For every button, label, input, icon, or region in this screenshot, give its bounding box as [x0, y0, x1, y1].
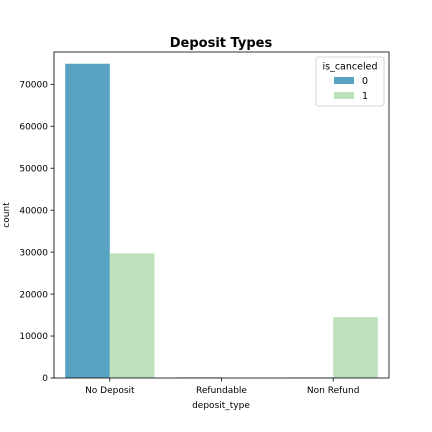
bar-non-refund-series-1	[333, 317, 378, 378]
y-tick-label: 0	[42, 374, 48, 384]
x-tick-label: Non Refund	[307, 386, 359, 396]
bar-no-deposit-series-1	[109, 253, 155, 378]
y-tick-label: 20000	[19, 290, 48, 300]
y-tick-label: 60000	[19, 122, 48, 132]
bars-group	[65, 63, 378, 379]
y-tick-label: 40000	[19, 206, 48, 216]
legend-label-series-1: 1	[362, 91, 368, 102]
legend-label-series-0: 0	[362, 76, 368, 87]
legend: is_canceled 0 1	[315, 56, 385, 107]
legend-swatch-series-1	[334, 92, 354, 99]
bar-no-deposit-series-0	[65, 63, 110, 379]
y-tick-label: 10000	[19, 332, 48, 342]
x-axis-label: deposit_type	[192, 401, 250, 411]
y-axis-label: count	[2, 202, 12, 228]
x-tick-label: Refundable	[196, 386, 247, 396]
plot-frame	[53, 51, 390, 379]
legend-swatch-series-0	[334, 77, 354, 84]
x-ticks-group: No Deposit Refundable Non Refund	[85, 378, 359, 396]
y-tick-label: 50000	[19, 164, 48, 174]
y-tick-label: 70000	[19, 81, 48, 91]
y-ticks-group: 0 10000 20000 30000 40000 50000 60000 70000	[19, 81, 54, 384]
legend-title: is_canceled	[323, 62, 378, 73]
chart-title: Deposit Types	[170, 36, 273, 51]
y-tick-label: 30000	[19, 248, 48, 258]
x-tick-label: No Deposit	[85, 386, 135, 396]
